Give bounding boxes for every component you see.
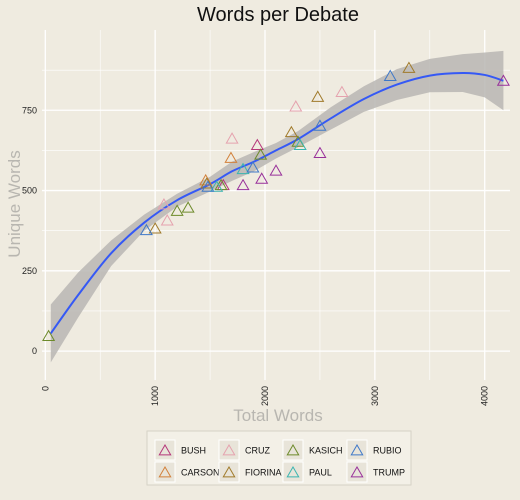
x-tick-label: 3000 (370, 386, 380, 406)
x-tick-label: 4000 (480, 386, 490, 406)
y-axis-title: Unique Words (5, 150, 24, 257)
data-point-fiorina (311, 90, 325, 102)
legend-marker-carson (158, 465, 172, 478)
data-points (42, 61, 510, 342)
legend-label: CRUZ (245, 446, 270, 456)
data-point-rubio (201, 180, 215, 192)
data-point-rubio (313, 119, 327, 131)
legend-label: TRUMP (373, 468, 405, 478)
x-axis-title: Total Words (233, 406, 322, 425)
y-tick-label: 500 (22, 186, 37, 196)
x-axis-ticks: 0 1000 2000 3000 4000 (40, 386, 489, 406)
data-point-paul (293, 138, 307, 150)
legend-key (154, 439, 176, 461)
data-point-trump (313, 146, 327, 159)
data-point-fiorina (402, 61, 416, 73)
data-point-kasich (254, 148, 268, 160)
data-point-kasich (181, 201, 195, 213)
legend-label: CARSON (181, 468, 220, 478)
legend-key (346, 439, 368, 461)
y-tick-label: 0 (32, 346, 37, 356)
data-point-bush (250, 138, 264, 150)
data-point-paul (210, 180, 224, 192)
legend-key (218, 439, 240, 461)
smooth-curve (49, 72, 504, 335)
confidence-band (50, 50, 504, 363)
data-point-cruz (289, 100, 303, 112)
legend-key (282, 461, 304, 483)
data-point-trump (236, 178, 250, 191)
legend-key (282, 439, 304, 461)
legend-marker-paul (286, 465, 300, 478)
data-point-cruz (335, 85, 349, 98)
legend-key (346, 461, 368, 483)
legend-label: PAUL (309, 468, 332, 478)
legend-marker-fiorina (222, 465, 236, 478)
legend-key (154, 461, 176, 483)
data-point-fiorina (148, 222, 162, 234)
x-tick-label: 0 (40, 386, 50, 391)
legend-marker-bush (158, 443, 172, 456)
data-point-rubio (139, 223, 153, 236)
data-point-fiorina (200, 177, 214, 189)
smooth-curve-line (49, 72, 504, 335)
data-point-kasich (170, 204, 184, 216)
data-point-kasich (42, 329, 56, 342)
legend-label: KASICH (309, 446, 343, 456)
data-point-carson (224, 151, 238, 163)
data-point-trump (255, 172, 269, 184)
legend-key (218, 461, 240, 483)
x-tick-label: 2000 (260, 386, 270, 406)
chart-title: Words per Debate (197, 4, 359, 26)
y-tick-label: 750 (22, 105, 37, 115)
data-point-rubio (383, 69, 397, 81)
confidence-band-area (50, 50, 504, 363)
data-point-trump (496, 74, 510, 86)
data-point-cruz (157, 197, 171, 210)
legend-label: RUBIO (373, 446, 402, 456)
legend-label: FIORINA (245, 468, 282, 478)
x-tick-label: 1000 (150, 386, 160, 406)
legend-marker-cruz (222, 443, 236, 456)
data-point-fiorina (284, 125, 298, 138)
data-point-trump (269, 164, 283, 176)
legend-marker-kasich (286, 443, 300, 456)
data-point-cruz (160, 214, 174, 226)
legend: BUSH CARSON CRUZ FIORINA KASICH PAUL RUBIO TRUM… (146, 430, 412, 486)
legend-marker-rubio (350, 443, 364, 456)
data-point-cruz (225, 132, 239, 144)
legend-marker-trump (350, 465, 364, 478)
y-tick-label: 250 (22, 266, 37, 276)
legend-label: BUSH (181, 446, 206, 456)
y-axis-ticks: 0 250 500 750 (22, 105, 37, 356)
data-point-paul (236, 162, 250, 175)
data-point-rubio (246, 161, 260, 173)
